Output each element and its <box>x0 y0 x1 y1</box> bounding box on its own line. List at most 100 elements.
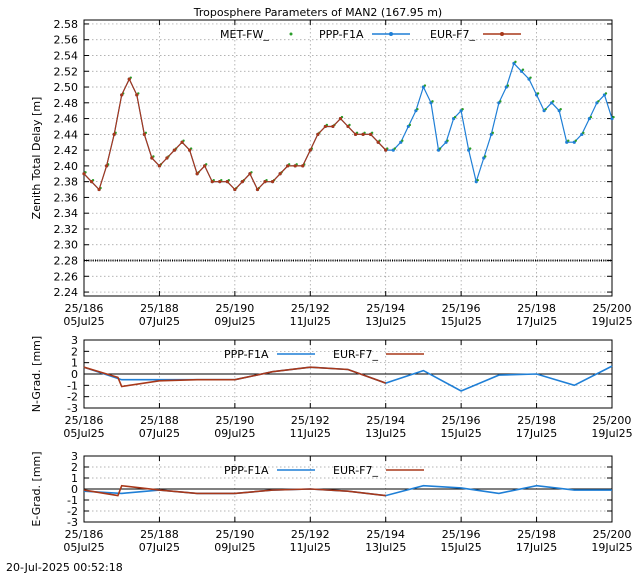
ztd-ytick-label: 2.32 <box>54 223 79 236</box>
egrad-xtick-label-date: 11Jul25 <box>290 541 331 554</box>
ngrad-xtick-label-date: 07Jul25 <box>139 427 180 440</box>
ztd-ytick-label: 2.58 <box>54 18 79 31</box>
ztd-point-met-fw <box>438 147 442 150</box>
ztd-legend-marker-ppp-f1a <box>389 32 393 36</box>
ztd-point-eur-f7 <box>82 172 86 176</box>
ztd-ytick-label: 2.40 <box>54 160 79 173</box>
ngrad-xtick-label-doy: 25/196 <box>442 414 481 427</box>
ztd-point-met-fw <box>453 115 457 119</box>
ngrad-xtick-label-doy: 25/192 <box>291 414 330 427</box>
ngrad-legend-label-eur-f7: EUR-F7_ <box>333 348 378 361</box>
ztd-legend-label-eur-f7: EUR-F7_ <box>430 28 475 41</box>
ztd-ytick-label: 2.56 <box>54 34 79 47</box>
egrad-xtick-label-date: 19Jul25 <box>591 541 632 554</box>
ngrad-ytick-label: 1 <box>71 357 78 370</box>
ztd-point-eur-f7 <box>346 124 350 129</box>
ztd-point-met-fw <box>416 107 419 111</box>
ztd-point-eur-f7 <box>120 93 124 97</box>
ztd-xtick-label-doy: 25/186 <box>65 302 104 315</box>
ztd-xtick-label-doy: 25/196 <box>442 302 481 315</box>
ztd-point-eur-f7 <box>157 164 162 168</box>
ztd-point-met-fw <box>574 139 577 142</box>
ngrad-xtick-label-doy: 25/188 <box>140 414 179 427</box>
ztd-point-eur-f7 <box>316 132 320 136</box>
ztd-point-met-fw <box>499 100 502 103</box>
ztd-ytick-label: 2.46 <box>54 113 79 126</box>
egrad-ytick-label: -3 <box>67 516 78 529</box>
ztd-point-met-fw <box>506 84 510 87</box>
ngrad-xtick-label-doy: 25/200 <box>593 414 632 427</box>
ztd-ytick-label: 2.50 <box>54 81 79 94</box>
ztd-ytick-label: 2.52 <box>54 65 79 78</box>
ztd-ytick-label: 2.44 <box>54 128 79 141</box>
ztd-point-eur-f7 <box>376 140 380 144</box>
egrad-ytick-label: 1 <box>71 472 78 485</box>
ztd-point-met-fw <box>559 107 562 111</box>
ztd-xtick-label-doy: 25/188 <box>140 302 179 315</box>
ngrad-xtick-label-doy: 25/190 <box>216 414 255 427</box>
ztd-legend-swatch-met-fw <box>289 32 293 36</box>
egrad-legend-label-eur-f7: EUR-F7_ <box>333 464 378 477</box>
ngrad-xtick-label-date: 15Jul25 <box>441 427 482 440</box>
ztd-point-eur-f7 <box>323 124 327 129</box>
ztd-point-met-fw <box>604 92 608 95</box>
ztd-point-eur-f7 <box>361 132 365 136</box>
ztd-point-met-fw <box>423 84 427 87</box>
egrad-xtick-label-doy: 25/200 <box>593 528 632 541</box>
ztd-point-met-fw <box>468 147 472 150</box>
egrad-xtick-label-doy: 25/186 <box>65 528 104 541</box>
ngrad-xtick-label-doy: 25/198 <box>517 414 556 427</box>
ztd-xtick-label-date: 13Jul25 <box>365 315 406 328</box>
egrad-series-eur-f7 <box>83 484 386 497</box>
ngrad-xtick-label-doy: 25/186 <box>65 414 104 427</box>
ztd-point-met-fw <box>589 115 593 119</box>
ztd-point-met-fw <box>393 147 396 150</box>
ztd-point-met-fw <box>612 115 615 119</box>
ztd-point-eur-f7 <box>270 180 275 184</box>
ngrad-ytick-label: 2 <box>71 345 78 358</box>
chart-title: Troposphere Parameters of MAN2 (167.95 m… <box>193 6 442 19</box>
ngrad-legend-label-ppp-f1a: PPP-F1A <box>224 348 269 361</box>
ztd-point-eur-f7 <box>180 140 184 144</box>
ztd-xtick-label-date: 09Jul25 <box>214 315 255 328</box>
ngrad-xtick-label-date: 19Jul25 <box>591 427 632 440</box>
ztd-point-met-fw <box>491 131 495 135</box>
footer-timestamp: 20-Jul-2025 00:52:18 <box>6 561 123 574</box>
ztd-ytick-label: 2.26 <box>54 270 79 283</box>
ngrad-y-axis-label: N-Grad. [mm] <box>30 336 43 412</box>
ztd-point-eur-f7 <box>240 180 244 184</box>
egrad-ytick-label: -2 <box>67 505 78 518</box>
ztd-xtick-label-date: 15Jul25 <box>441 315 482 328</box>
ngrad-series-eur-f7 <box>83 366 386 388</box>
ztd-point-met-fw <box>529 76 532 79</box>
ztd-point-met-fw <box>536 92 540 95</box>
ngrad-ytick-label: -3 <box>67 402 78 415</box>
ztd-xtick-label-date: 17Jul25 <box>516 315 557 328</box>
ztd-point-met-fw <box>514 60 517 64</box>
ztd-ytick-label: 2.48 <box>54 97 79 110</box>
ztd-point-eur-f7 <box>384 148 388 152</box>
ztd-xtick-label-doy: 25/198 <box>517 302 556 315</box>
egrad-xtick-label-date: 09Jul25 <box>214 541 255 554</box>
ztd-point-eur-f7 <box>172 148 177 152</box>
ztd-point-eur-f7 <box>89 180 94 184</box>
egrad-ytick-label: 2 <box>71 461 78 474</box>
ztd-point-eur-f7 <box>233 187 237 192</box>
ztd-point-met-fw <box>597 100 600 103</box>
ztd-point-eur-f7 <box>263 180 267 184</box>
ztd-xtick-label-date: 19Jul25 <box>591 315 632 328</box>
ztd-point-eur-f7 <box>150 156 154 160</box>
ngrad-xtick-label-date: 11Jul25 <box>290 427 331 440</box>
ztd-plot-frame <box>83 19 613 297</box>
ztd-point-eur-f7 <box>195 172 199 176</box>
egrad-xtick-label-date: 15Jul25 <box>441 541 482 554</box>
ztd-ytick-label: 2.30 <box>54 239 79 252</box>
ztd-point-met-fw <box>446 139 449 142</box>
ztd-point-eur-f7 <box>248 172 252 176</box>
ztd-point-eur-f7 <box>293 164 297 168</box>
ztd-xtick-label-date: 07Jul25 <box>139 315 180 328</box>
ztd-point-met-fw <box>401 139 404 142</box>
ngrad-ytick-label: -2 <box>67 391 78 404</box>
egrad-xtick-label-doy: 25/192 <box>291 528 330 541</box>
